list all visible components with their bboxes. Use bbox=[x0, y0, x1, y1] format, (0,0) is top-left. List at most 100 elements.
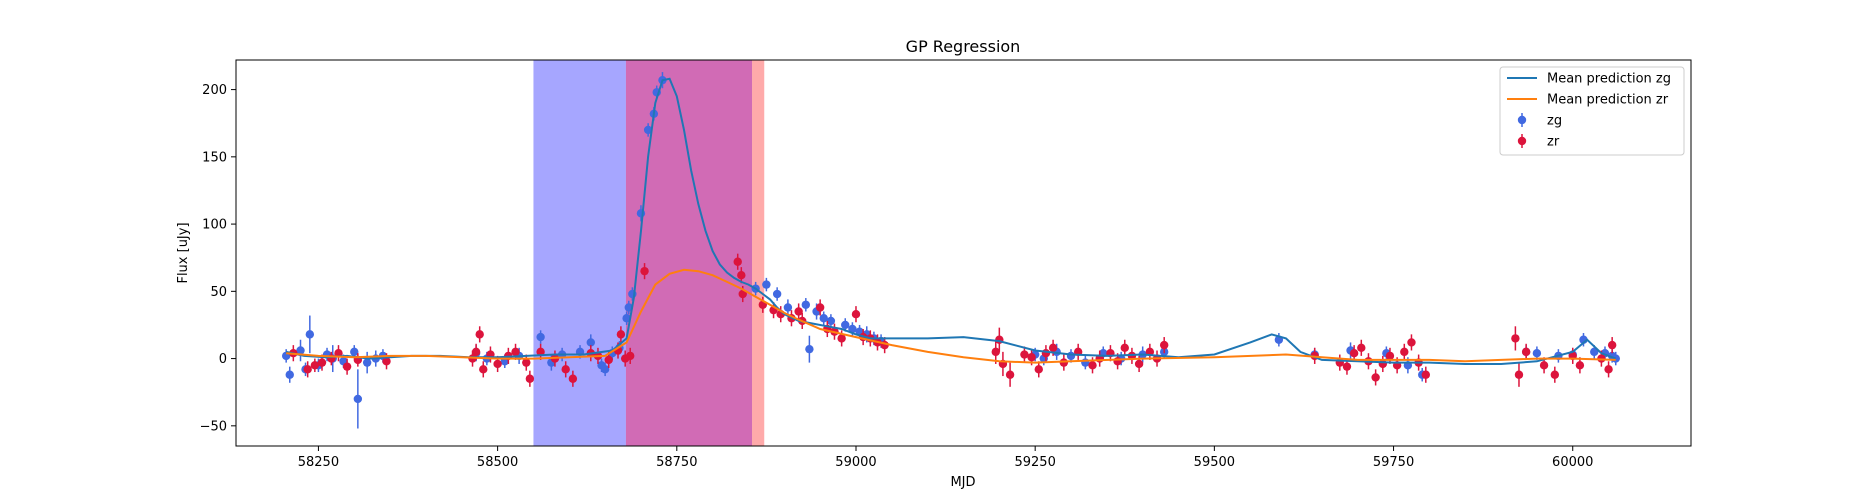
data-point bbox=[616, 330, 626, 339]
data-point bbox=[479, 365, 488, 374]
legend-entry-mean-prediction-zg: Mean prediction zg bbox=[1507, 72, 1671, 87]
y-tick-label: 200 bbox=[202, 83, 227, 98]
data-point bbox=[471, 347, 481, 357]
data-point bbox=[1005, 370, 1015, 379]
x-tick-label: 60000 bbox=[1552, 455, 1593, 470]
shaded-regions bbox=[533, 60, 765, 446]
data-point bbox=[837, 334, 846, 343]
data-point bbox=[819, 314, 828, 323]
y-axis-label: Flux [uJy] bbox=[176, 222, 191, 283]
axes-frame bbox=[235, 59, 1692, 447]
data-point bbox=[1371, 373, 1380, 382]
legend-marker-swatch bbox=[1517, 115, 1527, 125]
data-point bbox=[525, 374, 535, 383]
data-point bbox=[1357, 343, 1366, 353]
data-point bbox=[733, 257, 742, 266]
data-point bbox=[801, 300, 811, 309]
chart-title: GP Regression bbox=[906, 37, 1021, 56]
data-point bbox=[604, 355, 613, 365]
data-point bbox=[1041, 348, 1051, 358]
data-point bbox=[772, 289, 782, 299]
legend: Mean prediction zg Mean prediction zr zg zr bbox=[1499, 66, 1685, 156]
data-point bbox=[586, 338, 595, 347]
data-point bbox=[783, 303, 793, 312]
data-point bbox=[805, 344, 814, 354]
data-point bbox=[762, 280, 771, 289]
data-point bbox=[1088, 361, 1097, 370]
data-point bbox=[362, 358, 372, 367]
data-point bbox=[1113, 357, 1122, 366]
data-point bbox=[640, 266, 649, 276]
legend-label: Mean prediction zr bbox=[1547, 93, 1669, 108]
y-tick-label: −50 bbox=[200, 419, 227, 434]
data-point bbox=[1539, 361, 1549, 370]
legend-entry-mean-prediction-zr: Mean prediction zr bbox=[1507, 93, 1669, 108]
data-point bbox=[622, 314, 631, 323]
shaded-region-1 bbox=[625, 60, 753, 446]
data-point bbox=[1120, 343, 1129, 353]
data-point bbox=[382, 357, 391, 366]
data-point bbox=[1604, 365, 1613, 374]
data-point bbox=[561, 365, 570, 374]
shaded-region-0 bbox=[533, 60, 626, 446]
legend-frame bbox=[1499, 66, 1685, 156]
data-point bbox=[303, 365, 312, 374]
data-point bbox=[568, 374, 578, 383]
x-tick-label: 58250 bbox=[298, 455, 339, 470]
data-point bbox=[536, 347, 545, 357]
legend-label: zg bbox=[1547, 114, 1562, 129]
legend-entry-zg: zg bbox=[1517, 113, 1562, 129]
legend-entry-zr: zr bbox=[1517, 134, 1560, 150]
data-point bbox=[1575, 361, 1585, 370]
x-tick-label: 59000 bbox=[835, 455, 876, 470]
data-point bbox=[1134, 359, 1144, 369]
x-tick-label: 58500 bbox=[477, 455, 518, 470]
shaded-region-2 bbox=[752, 60, 765, 446]
data-point bbox=[1066, 351, 1076, 361]
data-point bbox=[1349, 348, 1359, 358]
data-point bbox=[522, 358, 531, 367]
legend-label: Mean prediction zg bbox=[1547, 72, 1671, 87]
data-point bbox=[1421, 370, 1431, 379]
series-line-mean-prediction-zg bbox=[285, 77, 1617, 365]
data-point bbox=[1048, 343, 1058, 353]
legend-marker-swatch bbox=[1517, 136, 1527, 146]
x-tick-label: 58750 bbox=[656, 455, 697, 470]
data-point bbox=[851, 309, 861, 319]
y-tick-label: 0 bbox=[219, 352, 227, 367]
data-point bbox=[310, 361, 320, 370]
data-point bbox=[1378, 359, 1387, 369]
y-tick-label: 100 bbox=[202, 218, 227, 233]
data-point bbox=[305, 330, 315, 339]
data-point bbox=[1550, 370, 1560, 379]
data-point bbox=[511, 347, 520, 357]
data-point bbox=[826, 316, 836, 326]
data-point bbox=[1611, 354, 1620, 363]
data-point bbox=[626, 351, 635, 361]
data-point bbox=[1385, 351, 1395, 361]
data-point bbox=[1342, 362, 1352, 371]
data-point bbox=[285, 370, 294, 379]
plot-area bbox=[281, 72, 1620, 429]
data-point bbox=[738, 289, 747, 299]
legend-label: zr bbox=[1547, 135, 1560, 150]
y-tick-label: 150 bbox=[202, 150, 227, 165]
data-point bbox=[536, 332, 545, 342]
data-point bbox=[1159, 340, 1169, 350]
data-point bbox=[737, 270, 746, 280]
data-point bbox=[1034, 365, 1043, 374]
data-point bbox=[1400, 347, 1409, 357]
data-point bbox=[1511, 334, 1520, 343]
data-point bbox=[815, 303, 825, 312]
x-tick-label: 59250 bbox=[1014, 455, 1055, 470]
y-tick-label: 50 bbox=[210, 285, 227, 300]
data-point bbox=[350, 347, 359, 357]
data-point bbox=[1514, 370, 1524, 379]
data-point bbox=[353, 394, 363, 404]
data-point bbox=[296, 346, 305, 355]
x-tick-label: 59500 bbox=[1194, 455, 1235, 470]
data-point bbox=[794, 307, 803, 316]
x-axis-label: MJD bbox=[950, 475, 975, 490]
data-point bbox=[1407, 338, 1416, 347]
